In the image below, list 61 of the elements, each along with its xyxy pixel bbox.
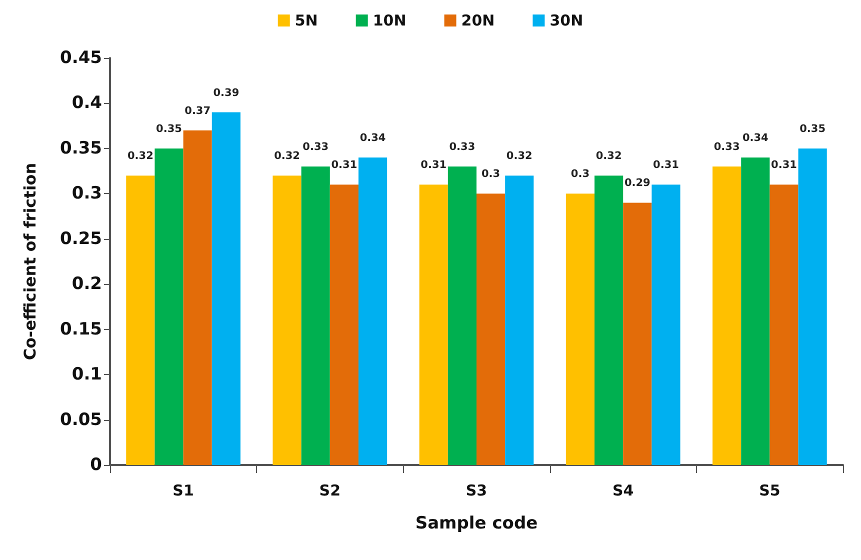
bar xyxy=(741,157,770,465)
bar xyxy=(770,184,798,465)
y-tick-label: 0.35 xyxy=(60,138,102,158)
y-tick-label: 0.2 xyxy=(72,274,102,294)
legend-label: 30N xyxy=(550,12,584,30)
data-label: 0.3 xyxy=(570,168,590,180)
data-label: 0.35 xyxy=(156,122,182,135)
bar xyxy=(272,176,302,465)
bar xyxy=(566,194,595,465)
y-tick-label: 0.45 xyxy=(60,48,102,68)
data-label: 0.32 xyxy=(274,150,300,162)
bar xyxy=(126,176,155,465)
y-axis-title: Co-efficient of friction xyxy=(20,162,40,360)
data-label: 0.3 xyxy=(481,168,500,180)
legend-label: 10N xyxy=(372,12,406,30)
data-label: 0.31 xyxy=(420,159,447,172)
x-tick-label: S4 xyxy=(612,482,634,500)
bar xyxy=(419,184,448,465)
bar xyxy=(212,112,240,465)
y-tick-label: 0.1 xyxy=(72,364,102,385)
y-tick-label: 0.15 xyxy=(60,319,102,340)
y-tick-label: 0.3 xyxy=(72,184,102,204)
bar xyxy=(594,176,624,465)
y-tick-label: 0.4 xyxy=(72,93,102,114)
data-label: 0.33 xyxy=(302,141,329,154)
bar xyxy=(505,176,534,465)
data-label: 0.34 xyxy=(360,132,386,144)
bar xyxy=(358,157,388,465)
data-label: 0.29 xyxy=(624,177,650,190)
data-label: 0.37 xyxy=(184,104,211,117)
data-label: 0.34 xyxy=(742,132,768,144)
y-tick-label: 0.05 xyxy=(60,410,102,430)
bar xyxy=(330,184,358,465)
bar xyxy=(183,130,212,465)
bar xyxy=(476,194,506,465)
x-axis-title: Sample code xyxy=(415,514,538,534)
data-label: 0.31 xyxy=(771,159,797,172)
data-label: 0.39 xyxy=(213,86,240,99)
x-tick-label: S1 xyxy=(172,482,194,500)
data-label: 0.33 xyxy=(449,141,476,154)
bar xyxy=(712,166,742,465)
data-label: 0.32 xyxy=(127,150,154,162)
y-tick-label: 0 xyxy=(90,455,102,475)
x-tick-label: S3 xyxy=(466,482,488,500)
bar xyxy=(301,166,330,465)
bar xyxy=(154,148,184,465)
data-label: 0.32 xyxy=(506,150,532,162)
legend-label: 20N xyxy=(461,12,495,30)
y-tick-label: 0.25 xyxy=(60,228,102,249)
bar xyxy=(652,184,680,465)
data-label: 0.33 xyxy=(714,141,740,154)
data-label: 0.31 xyxy=(653,159,679,172)
data-label: 0.32 xyxy=(596,150,622,162)
data-label: 0.35 xyxy=(800,122,826,135)
bar xyxy=(623,202,652,465)
bar xyxy=(448,166,476,465)
bar xyxy=(798,148,827,465)
x-tick-label: S5 xyxy=(759,482,780,500)
x-tick-label: S2 xyxy=(319,482,341,500)
legend-label: 5N xyxy=(294,12,318,30)
data-label: 0.31 xyxy=(331,159,358,172)
